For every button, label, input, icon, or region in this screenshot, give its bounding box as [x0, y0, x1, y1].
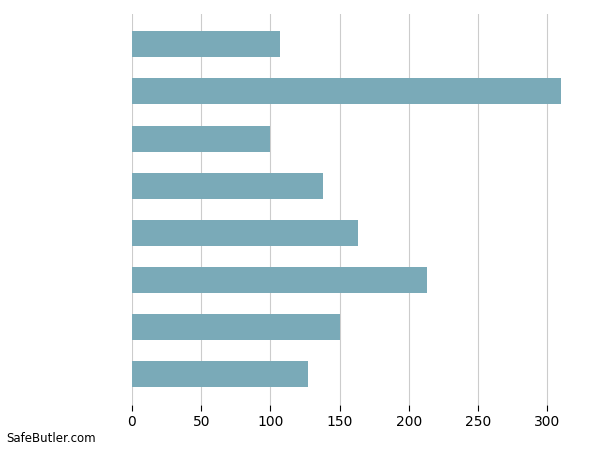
Bar: [132, 220, 358, 246]
Bar: [132, 78, 561, 104]
Bar: [132, 314, 340, 340]
Bar: [132, 126, 271, 152]
Bar: [132, 361, 308, 387]
Bar: [132, 173, 323, 198]
Bar: [132, 267, 427, 293]
Text: SafeButler.com: SafeButler.com: [6, 432, 95, 446]
Bar: [132, 32, 280, 57]
